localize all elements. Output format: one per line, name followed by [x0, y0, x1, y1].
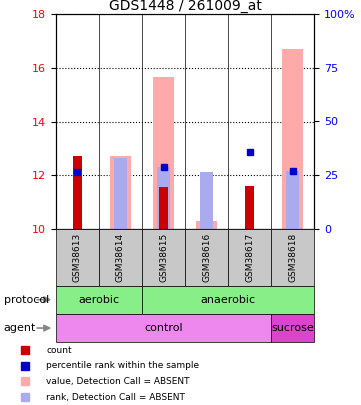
- Bar: [153, 77, 174, 229]
- Bar: [157, 167, 170, 229]
- Bar: [185, 229, 228, 286]
- Text: GSM38614: GSM38614: [116, 232, 125, 282]
- Bar: [56, 314, 271, 342]
- Text: percentile rank within the sample: percentile rank within the sample: [47, 361, 200, 370]
- Bar: [245, 186, 254, 229]
- Bar: [271, 314, 314, 342]
- Text: rank, Detection Call = ABSENT: rank, Detection Call = ABSENT: [47, 393, 185, 402]
- Bar: [282, 49, 303, 229]
- Text: GSM38613: GSM38613: [73, 232, 82, 282]
- Bar: [286, 171, 299, 229]
- Bar: [196, 221, 217, 229]
- Text: GSM38618: GSM38618: [288, 232, 297, 282]
- Text: value, Detection Call = ABSENT: value, Detection Call = ABSENT: [47, 377, 190, 386]
- Text: sucrose: sucrose: [271, 323, 314, 333]
- Title: GDS1448 / 261009_at: GDS1448 / 261009_at: [109, 0, 261, 13]
- Bar: [114, 158, 127, 229]
- Bar: [56, 229, 99, 286]
- Bar: [99, 229, 142, 286]
- Bar: [142, 286, 314, 314]
- Bar: [56, 286, 142, 314]
- Bar: [73, 156, 82, 229]
- Text: control: control: [144, 323, 183, 333]
- Bar: [159, 187, 168, 229]
- Bar: [110, 156, 131, 229]
- Text: GSM38616: GSM38616: [202, 232, 211, 282]
- Text: protocol: protocol: [4, 295, 49, 305]
- Bar: [271, 229, 314, 286]
- Text: GSM38617: GSM38617: [245, 232, 254, 282]
- Text: count: count: [47, 345, 72, 354]
- Text: anaerobic: anaerobic: [200, 295, 256, 305]
- Bar: [200, 173, 213, 229]
- Bar: [142, 229, 185, 286]
- Text: agent: agent: [4, 323, 36, 333]
- Text: GSM38615: GSM38615: [159, 232, 168, 282]
- Text: aerobic: aerobic: [78, 295, 119, 305]
- Bar: [228, 229, 271, 286]
